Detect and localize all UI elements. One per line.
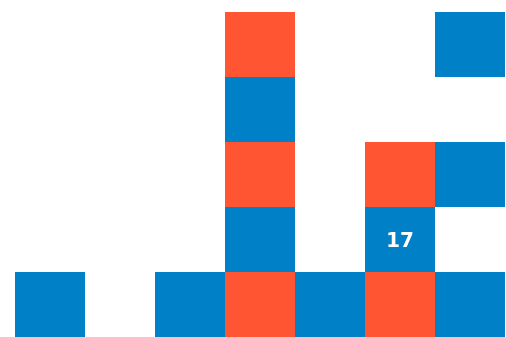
tile-blue[interactable] xyxy=(225,77,295,142)
tile-orange[interactable] xyxy=(365,142,435,207)
tile-orange[interactable] xyxy=(225,12,295,77)
tile-number: 17 xyxy=(386,227,414,252)
tile-blue[interactable] xyxy=(225,207,295,272)
tile-orange[interactable] xyxy=(365,272,435,337)
tile-orange[interactable] xyxy=(225,272,295,337)
tile-blue[interactable] xyxy=(435,142,505,207)
tile-blue[interactable] xyxy=(155,272,225,337)
tile-blue[interactable] xyxy=(15,272,85,337)
tile-orange[interactable] xyxy=(225,142,295,207)
tile-blue[interactable] xyxy=(435,272,505,337)
tile-blue[interactable] xyxy=(295,272,365,337)
tile-blue[interactable] xyxy=(435,12,505,77)
numbered-tile-blue[interactable]: 17 xyxy=(365,207,435,272)
